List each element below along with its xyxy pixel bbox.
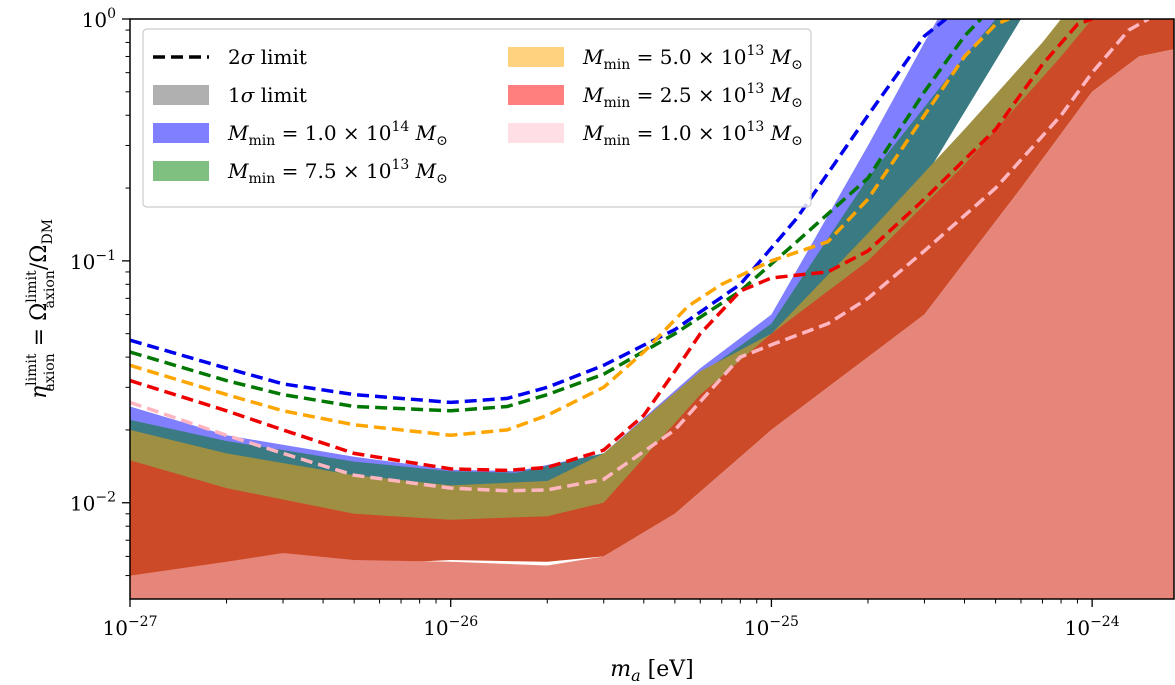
y-tick-label: 10−2 <box>70 490 116 516</box>
x-tick-label: 10−26 <box>423 614 478 640</box>
legend-handle-4 <box>508 47 564 67</box>
legend-label-5: Mmin = 2.5 × 1013 M⊙ <box>582 81 803 111</box>
legend-handle-6 <box>508 123 564 143</box>
fill-band-3 <box>130 19 1174 576</box>
x-axis-label: ma [eV] <box>610 657 694 685</box>
legend-handle-3 <box>153 161 209 181</box>
legend-label-0: 2σ limit <box>228 45 307 69</box>
limit-line-1 <box>130 19 983 413</box>
legend-handle-1 <box>153 85 209 105</box>
legend-label-1: 1σ limit <box>228 83 307 107</box>
x-tick-label: 10−27 <box>103 614 158 640</box>
plot-frame <box>129 18 1175 600</box>
x-tick-label: 10−24 <box>1065 614 1120 640</box>
fill-band-1 <box>130 19 1174 520</box>
y-tick-label: 100 <box>82 6 116 32</box>
limit-line-0 <box>130 19 947 405</box>
legend-handle-2 <box>153 123 209 143</box>
legend-label-4: Mmin = 5.0 × 1013 M⊙ <box>582 43 803 73</box>
legend-handle-5 <box>508 85 564 105</box>
limit-line-4 <box>130 19 1150 493</box>
legend-label-2: Mmin = 1.0 × 1014 M⊙ <box>227 119 448 149</box>
fill-bands <box>130 19 1174 599</box>
limit-lines <box>130 19 1150 493</box>
legend-label-6: Mmin = 1.0 × 1013 M⊙ <box>582 119 803 149</box>
legend-frame <box>142 28 812 208</box>
x-tick-label: 10−25 <box>744 614 799 640</box>
fill-band-4 <box>130 49 1174 599</box>
legend-label-3: Mmin = 7.5 × 1013 M⊙ <box>227 157 448 187</box>
y-axis-label: ηlimit axion = Ωlimit axion/ΩDM <box>24 219 58 399</box>
y-tick-label: 10−1 <box>70 248 116 274</box>
legend: 2σ limit 1σ limit Mmin = 1.0 × 1014 M⊙ Mmin… <box>142 28 812 208</box>
limit-line-3 <box>130 19 1093 473</box>
axis-ticks: 10−27 10−26 10−25 10−24 10−2 10−1 100 <box>70 6 1120 640</box>
limit-line-2 <box>130 19 1010 438</box>
